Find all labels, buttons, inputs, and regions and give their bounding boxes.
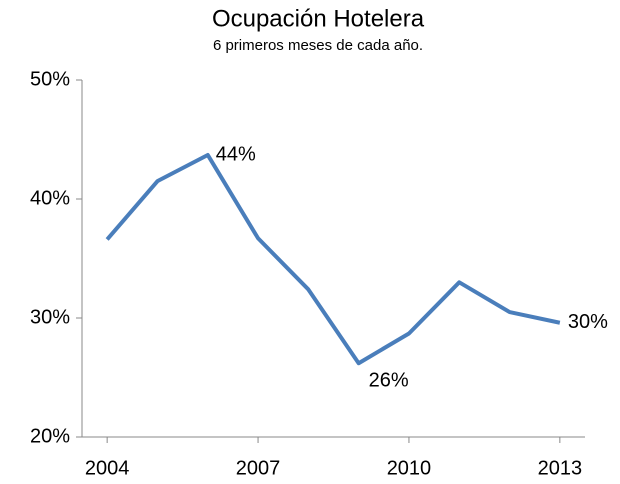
data-label: 44% <box>216 143 256 165</box>
y-tick-label: 20% <box>30 425 70 447</box>
x-tick-label: 2010 <box>387 457 432 479</box>
data-label: 26% <box>369 370 409 392</box>
line-series <box>105 152 561 366</box>
y-tick-label: 30% <box>30 306 70 328</box>
y-tick-label: 50% <box>30 68 70 90</box>
x-tick-label: 2013 <box>538 457 583 479</box>
x-tick-label: 2007 <box>236 457 281 479</box>
chart-title: Ocupación Hotelera <box>212 5 425 32</box>
y-tick-label: 40% <box>30 187 70 209</box>
chart-subtitle: 6 primeros meses de cada año. <box>213 37 423 54</box>
data-label: 30% <box>568 311 608 333</box>
x-tick-label: 2004 <box>85 457 130 479</box>
